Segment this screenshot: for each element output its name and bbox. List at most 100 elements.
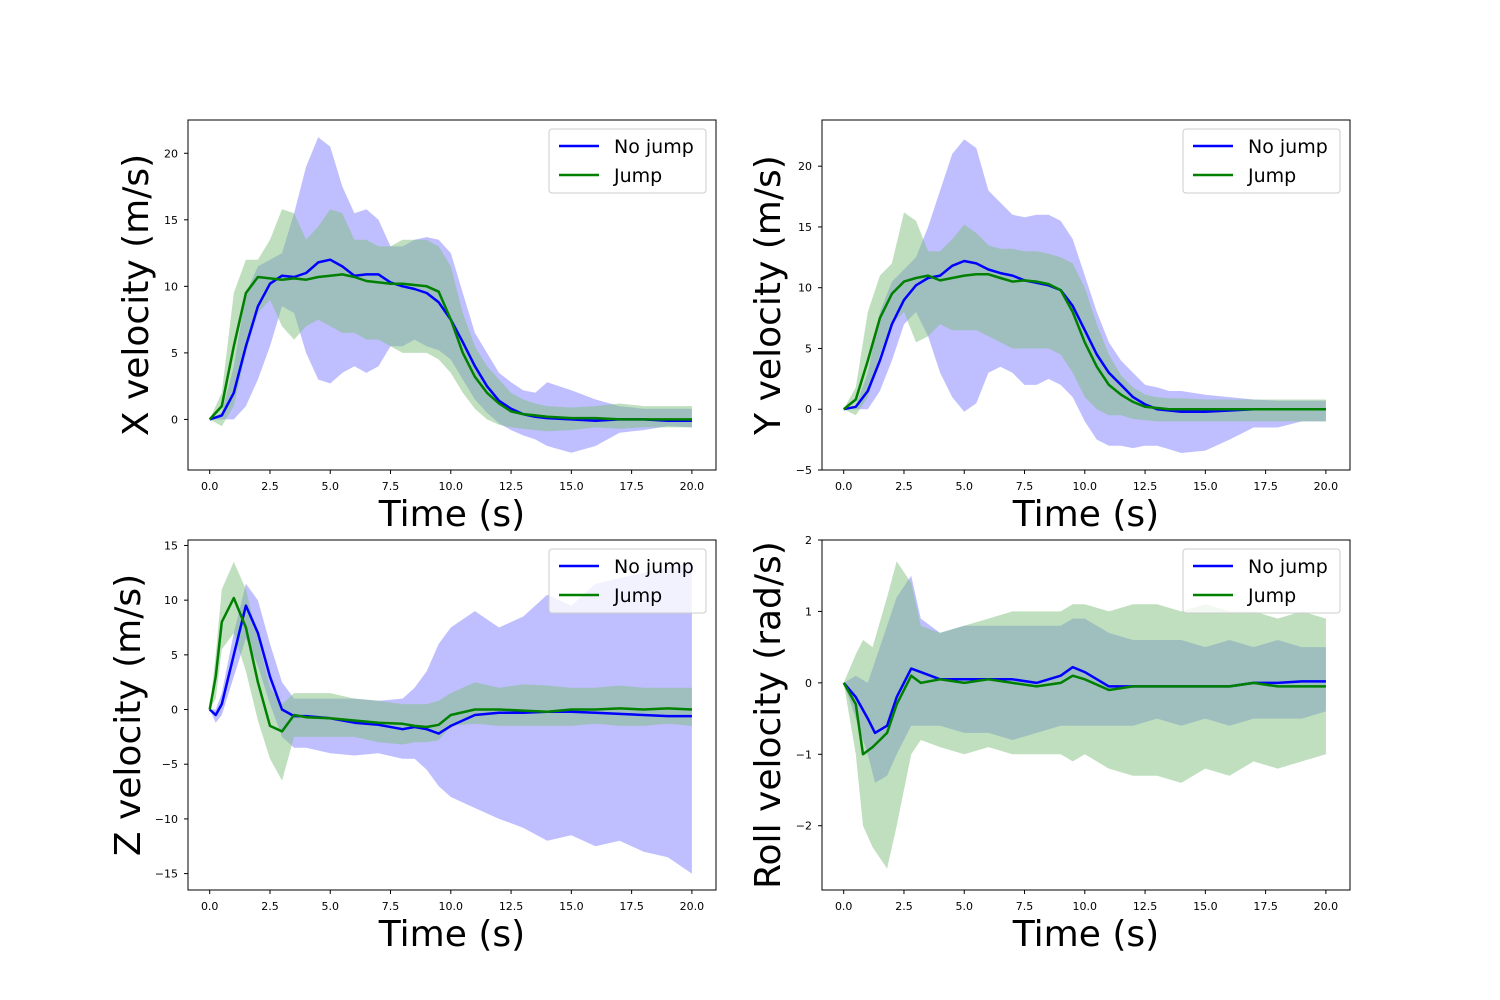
legend: No jump Jump [1182,128,1341,194]
legend: No jump Jump [1182,548,1341,614]
y-tick-label: 15 [164,539,178,552]
y-tick-label: 0 [805,677,812,690]
x-tick-label: 5.0 [321,480,339,493]
x-tick-label: 7.5 [382,480,400,493]
y-tick-label: 0 [805,403,812,416]
y-tick-label: 5 [171,347,178,360]
jump-line [208,596,692,733]
x-tick-label: 20.0 [1314,480,1339,493]
y-tick-label: 5 [805,342,812,355]
x-tick-label: 12.5 [1133,480,1158,493]
x-tick-label: 17.5 [619,480,644,493]
x-tick-label: 2.5 [895,480,913,493]
x-tick-label: 7.5 [1016,480,1034,493]
legend-label-no-jump: No jump [614,136,694,158]
x-tick-label: 15.0 [559,480,584,493]
x-tick-label: 12.5 [499,480,524,493]
axes-frame [821,119,1351,471]
x-tick-label: 0.0 [201,480,219,493]
jump-band [209,561,692,781]
y-tick-label: 0 [171,704,178,717]
x-tick-label: 0.0 [201,900,219,913]
x-tick-label: 12.5 [499,900,524,913]
x-tick-label: 17.5 [1253,480,1278,493]
x-tick-label: 5.0 [321,900,339,913]
x-tick-label: 17.5 [619,900,644,913]
x-tick-label: 12.5 [1133,900,1158,913]
y-tick-label: 0 [171,413,178,426]
x-tick-label: 7.5 [1016,900,1034,913]
jump-line [842,674,1326,756]
y-tick-label: −5 [796,464,812,477]
y-tick-label: 15 [164,214,178,227]
legend-label-jump: Jump [613,165,662,187]
x-tick-label: 2.5 [261,900,279,913]
y-tick-label: −5 [162,758,178,771]
chart-panel-1: 0.0 2.5 5.0 7.5 10.0 12.5 15.0 17.5 20.0 0 5 10 15 20… [116,119,717,535]
jump-band [843,561,1326,869]
x-tick-label: 2.5 [895,900,913,913]
legend-label-jump: Jump [613,585,662,607]
y-tick-label: −10 [155,813,178,826]
axes-frame [821,539,1351,891]
x-tick-label: 10.0 [1073,480,1098,493]
x-axis-title: Time (s) [378,914,525,955]
x-tick-label: 5.0 [955,480,973,493]
plot-area [208,561,692,874]
y-tick-label: −1 [796,748,812,761]
y-tick-label: 15 [798,221,812,234]
x-axis-title: Time (s) [1012,494,1159,535]
y-axis-title: X velocity (m/s) [116,154,157,436]
x-tick-label: 20.0 [680,480,705,493]
x-tick-label: 0.0 [835,900,853,913]
x-tick-label: 10.0 [1073,900,1098,913]
x-tick-label: 15.0 [1193,900,1218,913]
jump-band [843,212,1326,422]
y-axis-title: Y velocity (m/s) [748,155,789,436]
x-tick-label: 15.0 [559,900,584,913]
x-tick-label: 2.5 [261,480,279,493]
y-tick-label: 20 [798,160,812,173]
x-tick-label: 10.0 [439,480,464,493]
y-axis-title: Z velocity (m/s) [108,574,149,856]
x-tick-label: 15.0 [1193,480,1218,493]
plot-area [842,139,1326,453]
y-tick-label: 10 [164,280,178,293]
x-tick-label: 10.0 [439,900,464,913]
x-axis-title: Time (s) [1012,914,1159,955]
jump-line [208,273,692,421]
y-tick-label: 20 [164,147,178,160]
x-tick-label: 0.0 [835,480,853,493]
y-tick-label: −15 [155,868,178,881]
plot-area [208,137,692,453]
plot-area [842,561,1326,869]
jump-line [842,273,1326,411]
axes-frame [187,119,717,471]
x-tick-label: 7.5 [382,900,400,913]
chart-panel-4: 0.0 2.5 5.0 7.5 10.0 12.5 15.0 17.5 20.0 −2 −1 0 1 2 T… [748,534,1351,955]
legend-label-jump: Jump [1247,585,1296,607]
x-tick-label: 5.0 [955,900,973,913]
x-tick-label: 17.5 [1253,900,1278,913]
axes-frame [187,539,717,891]
legend-label-jump: Jump [1247,165,1296,187]
x-axis-title: Time (s) [378,494,525,535]
y-tick-label: 10 [164,594,178,607]
y-tick-label: −2 [796,820,812,833]
y-tick-label: 5 [171,649,178,662]
legend-label-no-jump: No jump [614,556,694,578]
chart-panel-2: 0.0 2.5 5.0 7.5 10.0 12.5 15.0 17.5 20.0 −5 0 5 10 15… [748,119,1351,535]
y-tick-label: 1 [805,605,812,618]
x-tick-label: 20.0 [1314,900,1339,913]
legend: No jump Jump [548,128,707,194]
x-tick-label: 20.0 [680,900,705,913]
y-axis-title: Roll velocity (rad/s) [748,541,789,889]
legend-label-no-jump: No jump [1248,556,1328,578]
y-tick-label: 10 [798,282,812,295]
y-tick-label: 2 [805,534,812,547]
legend: No jump Jump [548,548,707,614]
chart-panel-3: 0.0 2.5 5.0 7.5 10.0 12.5 15.0 17.5 20.0 −15 −10 −5… [108,539,717,955]
legend-label-no-jump: No jump [1248,136,1328,158]
no-jump-line [208,604,692,735]
